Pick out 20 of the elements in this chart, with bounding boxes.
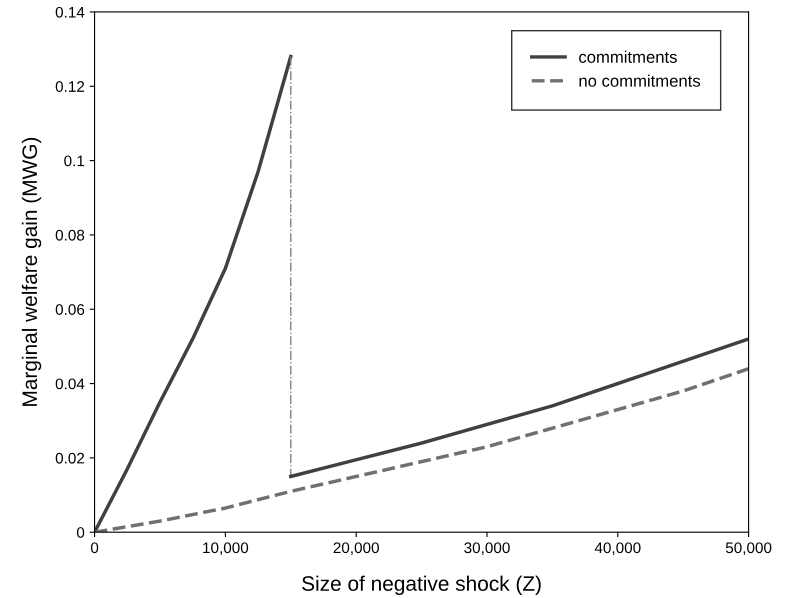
- x-tick-label: 50,000: [726, 542, 772, 555]
- line-series: [289, 337, 749, 478]
- x-tick-label: 0: [90, 542, 98, 554]
- y-tick-label: 0.14: [56, 6, 84, 18]
- x-tick-label: 40,000: [594, 542, 641, 555]
- y-tick-label: 0.08: [56, 230, 84, 241]
- y-tick-label: 0.06: [56, 304, 84, 315]
- legend-label: no commitments: [580, 74, 700, 87]
- y-tick-label: 0.04: [56, 378, 84, 390]
- x-tick-label: 10,000: [203, 542, 248, 555]
- y-axis-title: Marginal welfare gain (MWG): [22, 138, 42, 406]
- y-tick-label: 0: [76, 527, 84, 538]
- x-axis-title: Size of negative shock (Z): [302, 576, 541, 596]
- y-tick-label: 0.12: [56, 81, 84, 92]
- x-tick-label: 20,000: [334, 542, 379, 555]
- y-tick-label: 0.1: [64, 155, 84, 166]
- line-series: [94, 54, 293, 532]
- x-tick-label: 30,000: [464, 542, 510, 555]
- y-tick-label: 0.02: [56, 452, 84, 464]
- legend-label: commitments: [579, 50, 677, 63]
